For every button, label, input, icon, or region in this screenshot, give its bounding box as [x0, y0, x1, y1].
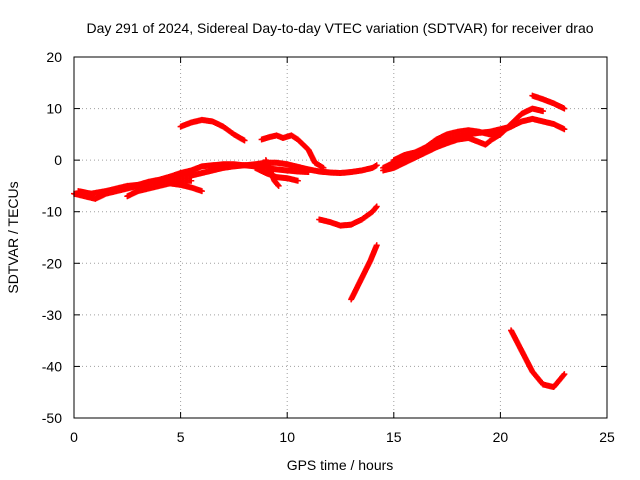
data-marks	[71, 92, 568, 391]
data-point	[198, 188, 205, 195]
series-track-06	[258, 132, 327, 171]
data-point	[561, 105, 568, 112]
data-point	[373, 203, 380, 210]
x-tick-label: 5	[177, 429, 185, 445]
series-track-14	[529, 92, 568, 112]
series-track-02	[75, 161, 312, 197]
x-tick-label: 25	[599, 429, 615, 445]
series-track-04	[166, 180, 205, 195]
x-tick-label: 10	[279, 429, 295, 445]
chart-title: Day 291 of 2024, Sidereal Day-to-day VTE…	[86, 20, 593, 36]
y-tick-label: -20	[42, 255, 62, 271]
data-point	[305, 169, 312, 176]
series-track-08	[262, 157, 282, 189]
y-tick-label: -10	[42, 204, 62, 220]
data-point	[294, 177, 301, 184]
data-point	[560, 372, 567, 379]
data-point	[373, 242, 380, 249]
y-tick-label: -30	[42, 307, 62, 323]
series-track-09	[316, 203, 380, 229]
series-track-10	[348, 242, 380, 303]
y-tick-label: -40	[42, 358, 62, 374]
data-point	[275, 182, 282, 189]
data-point	[561, 126, 568, 133]
data-point	[320, 164, 327, 171]
y-tick-label: 20	[46, 49, 62, 65]
series-track-15	[508, 327, 568, 391]
y-tick-label: 0	[54, 152, 62, 168]
data-point	[561, 371, 568, 378]
x-tick-label: 0	[70, 429, 78, 445]
data-point	[508, 123, 515, 130]
data-point	[241, 137, 248, 144]
x-tick-label: 15	[386, 429, 402, 445]
y-tick-label: -50	[42, 410, 62, 426]
y-axis-label: SDTVAR / TECUs	[5, 181, 21, 293]
axis-ticks: 0 5 10 15 20 25 -50 -40 -30 -20 -10 0 10 20	[42, 49, 615, 445]
x-tick-label: 20	[493, 429, 509, 445]
grid-lines	[74, 57, 607, 418]
series-track-13	[390, 123, 515, 164]
x-axis-label: GPS time / hours	[287, 457, 394, 473]
plot-frame	[73, 56, 608, 419]
data-point	[188, 177, 195, 184]
data-point	[540, 108, 547, 115]
series-track-05	[177, 116, 248, 144]
y-tick-label: 10	[46, 101, 62, 117]
data-point	[373, 162, 380, 169]
